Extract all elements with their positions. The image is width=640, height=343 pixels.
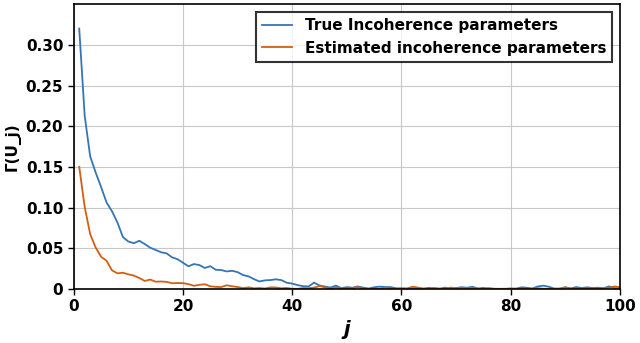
True Incoherence parameters [616, 286, 624, 290]
Legend: True Incoherence parameters, Estimated incoherence parameters: True Incoherence parameters, Estimated i… [256, 12, 612, 62]
True Incoherence parameters [179, 261, 187, 265]
True Incoherence parameters [595, 286, 602, 290]
True Incoherence parameters [76, 26, 83, 31]
Estimated incoherence parameters [397, 287, 405, 291]
Line: True Incoherence parameters: True Incoherence parameters [79, 28, 620, 289]
Estimated incoherence parameters [595, 287, 602, 291]
Estimated incoherence parameters [616, 285, 624, 289]
True Incoherence parameters [578, 286, 586, 290]
X-axis label: j: j [344, 320, 350, 339]
Estimated incoherence parameters [354, 285, 362, 289]
Estimated incoherence parameters [179, 281, 187, 285]
Estimated incoherence parameters [201, 282, 209, 286]
Line: Estimated incoherence parameters: Estimated incoherence parameters [79, 167, 620, 289]
True Incoherence parameters [354, 284, 362, 288]
Estimated incoherence parameters [518, 287, 525, 291]
Estimated incoherence parameters [76, 165, 83, 169]
True Incoherence parameters [496, 287, 504, 291]
True Incoherence parameters [397, 286, 405, 290]
Estimated incoherence parameters [578, 287, 586, 291]
True Incoherence parameters [201, 266, 209, 270]
Y-axis label: Γ(U_j): Γ(U_j) [4, 122, 20, 171]
